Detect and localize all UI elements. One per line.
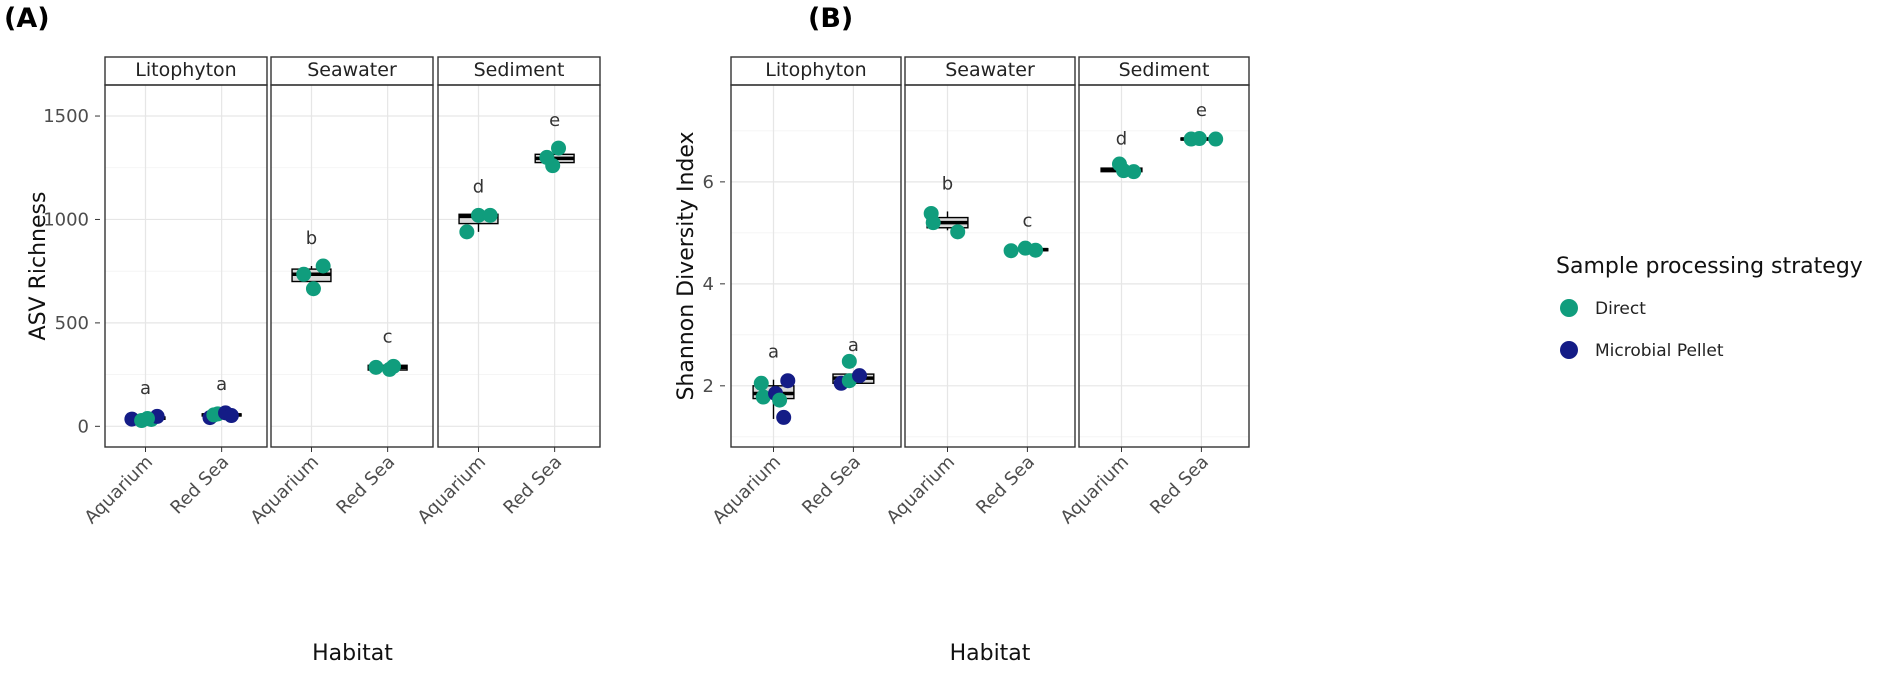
- data-point: [1028, 242, 1044, 258]
- significance-letter: e: [549, 110, 560, 131]
- significance-letter: b: [942, 173, 953, 194]
- facet-strip-border: [270, 56, 434, 86]
- x-tick-label: Red Sea: [499, 452, 566, 519]
- data-point: [315, 258, 331, 274]
- y-tick-label: 1500: [43, 106, 89, 127]
- data-point: [1003, 243, 1019, 259]
- legend-label-microbial-pellet: Microbial Pellet: [1595, 341, 1724, 361]
- data-point: [852, 368, 868, 384]
- data-point: [223, 408, 239, 424]
- facet-panel: [105, 85, 267, 447]
- y-tick-label: 2: [703, 376, 714, 397]
- facet-strip-label: Litophyton: [765, 59, 866, 81]
- significance-letter: d: [473, 176, 484, 197]
- significance-letter: a: [216, 374, 227, 395]
- data-point: [471, 207, 486, 223]
- significance-letter: a: [848, 335, 859, 356]
- y-tick-label: 6: [703, 172, 714, 193]
- data-point: [1191, 131, 1207, 147]
- legend-title: Sample processing strategy: [1556, 254, 1863, 279]
- data-point: [459, 224, 475, 240]
- data-point: [1126, 164, 1142, 180]
- facet-strip-label: Seawater: [945, 59, 1035, 81]
- y-axis-title: Shannon Diversity Index: [674, 131, 699, 400]
- facet-strip-label: Sediment: [474, 59, 565, 81]
- x-tick-label: Red Sea: [166, 452, 233, 519]
- panel-a-label: (A): [4, 3, 50, 34]
- y-tick-label: 1000: [43, 209, 89, 230]
- x-axis-title: Habitat: [312, 641, 393, 666]
- data-point: [780, 373, 796, 389]
- x-tick-label: Aquarium: [81, 452, 158, 529]
- legend: Sample processing strategy Direct Microb…: [1556, 254, 1863, 361]
- data-point: [950, 224, 966, 240]
- x-tick-label: Red Sea: [972, 452, 1039, 519]
- facet-strip-border: [904, 56, 1076, 86]
- facet-panel: [905, 85, 1075, 447]
- facet-strip-border: [1078, 56, 1250, 86]
- data-point: [296, 266, 312, 282]
- facet-strip-border: [730, 56, 902, 86]
- data-point: [776, 409, 792, 425]
- data-point: [368, 359, 384, 375]
- facet-strip-border: [437, 56, 601, 86]
- significance-letter: d: [1116, 129, 1127, 150]
- legend-key-direct: [1560, 299, 1578, 317]
- significance-letter: c: [383, 327, 393, 348]
- data-point: [482, 207, 498, 223]
- facet-panel: [1079, 85, 1249, 447]
- x-axis-title: Habitat: [950, 641, 1031, 666]
- x-tick-label: Aquarium: [414, 452, 491, 529]
- data-point: [1208, 131, 1224, 147]
- x-tick-label: Aquarium: [247, 452, 324, 529]
- data-point: [551, 140, 567, 156]
- data-point: [841, 353, 857, 369]
- data-point: [539, 149, 555, 165]
- y-tick-label: 0: [78, 416, 89, 437]
- significance-letter: a: [140, 378, 151, 399]
- facet-strip-label: Seawater: [307, 59, 397, 81]
- data-point: [772, 392, 788, 408]
- x-tick-label: Aquarium: [709, 452, 786, 529]
- data-point: [755, 389, 771, 405]
- legend-key-microbial-pellet: [1560, 341, 1578, 359]
- x-tick-label: Red Sea: [1146, 452, 1213, 519]
- facet-panel: [438, 85, 600, 447]
- x-tick-label: Red Sea: [332, 452, 399, 519]
- significance-letter: c: [1022, 211, 1032, 232]
- data-point: [753, 375, 769, 391]
- y-tick-label: 4: [703, 274, 714, 295]
- data-point: [925, 215, 941, 231]
- y-tick-label: 500: [55, 313, 89, 334]
- significance-letter: a: [768, 342, 779, 363]
- chart-asv-richness: 0 500 1000 1500 ASV Richness Habitat Litophyto…: [26, 56, 601, 666]
- facet-strip-label: Litophyton: [135, 59, 236, 81]
- data-point: [385, 358, 401, 374]
- y-axis-title: ASV Richness: [26, 192, 51, 341]
- data-point: [305, 281, 321, 297]
- x-tick-label: Aquarium: [883, 452, 960, 529]
- panel-b-label: (B): [808, 3, 853, 34]
- data-point: [139, 410, 155, 426]
- legend-label-direct: Direct: [1595, 299, 1646, 319]
- facet-panel: [271, 85, 433, 447]
- x-tick-label: Aquarium: [1057, 452, 1134, 529]
- x-tick-label: Red Sea: [798, 452, 865, 519]
- facet-strip-label: Sediment: [1119, 59, 1210, 81]
- facet-strip-border: [104, 56, 268, 86]
- significance-letter: b: [306, 228, 317, 249]
- significance-letter: e: [1196, 100, 1207, 121]
